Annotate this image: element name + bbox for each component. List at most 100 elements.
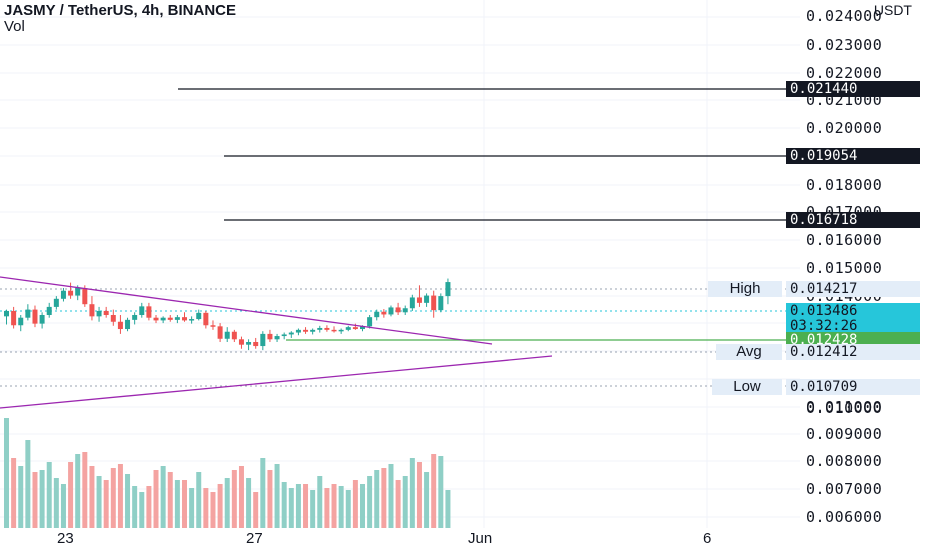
volume-bar [260, 458, 266, 528]
candle-body [224, 331, 230, 339]
volume-bar [217, 484, 223, 528]
volume-bar [295, 484, 301, 528]
volume-bar [96, 476, 102, 528]
volume-bar [160, 466, 166, 528]
price-tick-label: 0.016000 [806, 231, 883, 249]
volume-bar [238, 466, 244, 528]
candle-body [310, 329, 316, 332]
price-tick-label: 0.022000 [806, 64, 883, 82]
candle-body [53, 298, 59, 307]
price-tick-label: 0.008000 [806, 452, 883, 470]
candle-body [345, 327, 351, 330]
candle-body [189, 319, 195, 321]
volume-bar [53, 478, 59, 528]
level-tag-2[interactable]: 0.019054 [786, 148, 920, 164]
volume-bar [324, 488, 330, 528]
price-tick-label: 0.015000 [806, 259, 883, 277]
time-label-27: 27 [246, 530, 263, 547]
volume-bar [4, 418, 9, 528]
volume-bar [381, 468, 387, 528]
candle-body [431, 295, 437, 311]
candle-body [274, 336, 280, 340]
candle-body [89, 304, 95, 317]
candle-body [395, 307, 401, 313]
level-tag-1[interactable]: 0.021440 [786, 81, 920, 97]
candle-body [288, 332, 294, 335]
volume-bar [153, 470, 159, 528]
avg-value: 0.012412 [786, 344, 920, 360]
candle-body [295, 329, 301, 333]
currency-label: USDT [873, 2, 912, 18]
level-tag-3[interactable]: 0.016718 [786, 212, 920, 228]
volume-bar [68, 462, 74, 528]
price-tick-label: 0.023000 [806, 36, 883, 54]
volume-bar [39, 470, 45, 528]
candle-body [374, 311, 380, 318]
volume-bar [25, 440, 31, 528]
volume-bar [60, 484, 66, 528]
volume-bar [139, 492, 145, 528]
candle-body [39, 315, 45, 324]
candle-body [68, 290, 74, 296]
candle-body [182, 317, 187, 321]
price-tick-label: 0.011000 [806, 398, 883, 416]
volume-bar [438, 456, 444, 528]
volume-bar [402, 476, 408, 528]
candle-body [32, 309, 38, 324]
candle-body [139, 306, 145, 315]
candle-body [153, 317, 159, 321]
candle-body [4, 310, 9, 317]
last-price-tag: 0.013486 [786, 303, 920, 319]
volume-bar [395, 480, 401, 528]
candle-body [438, 296, 444, 311]
candle-body [125, 319, 131, 330]
candle-body [381, 311, 387, 315]
volume-bar [445, 490, 451, 528]
candle-body [317, 327, 323, 330]
candle-body [324, 327, 330, 330]
volume-bar [103, 480, 109, 528]
time-label-jun: Jun [468, 530, 493, 547]
candle-body [360, 326, 365, 330]
price-tick-label: 0.020000 [806, 119, 883, 137]
volume-bar [424, 472, 430, 528]
candle-body [60, 290, 66, 299]
volume-bar [75, 454, 81, 528]
price-tick-label: 0.024000 [806, 7, 883, 25]
volume-bar [367, 476, 373, 528]
volume-bar [82, 452, 88, 528]
candle-body [338, 329, 344, 332]
volume-bar [32, 472, 38, 528]
upper-trendline [0, 276, 493, 345]
candle-body [196, 312, 202, 320]
volume-bar [246, 478, 252, 528]
volume-bar [46, 462, 52, 528]
low-label: Low [712, 379, 782, 395]
candle-body [231, 331, 237, 340]
volume-bar [11, 458, 17, 528]
volume-bar [388, 464, 394, 528]
drawing-lines [0, 88, 786, 409]
volume-bar [409, 458, 415, 528]
volume-bar [303, 484, 309, 528]
candle-body [110, 315, 116, 322]
candle-body [117, 321, 123, 330]
price-tick-label: 0.006000 [806, 508, 883, 526]
volume-bar [267, 470, 273, 528]
volume-bar [167, 472, 173, 528]
time-label-23: 23 [57, 530, 74, 547]
price-tick-label: 0.009000 [806, 425, 883, 443]
candle-body [25, 309, 31, 318]
volume-bar [416, 462, 422, 528]
volume-bars [4, 418, 451, 528]
candle-body [367, 317, 373, 327]
candle-body [167, 317, 173, 320]
volume-bar [110, 468, 116, 528]
candle-body [416, 297, 422, 303]
chart-grid [0, 0, 800, 528]
candle-body [160, 317, 166, 321]
price-tick-label: 0.018000 [806, 176, 883, 194]
volume-bar [317, 476, 323, 528]
time-label-6: 6 [703, 530, 712, 547]
